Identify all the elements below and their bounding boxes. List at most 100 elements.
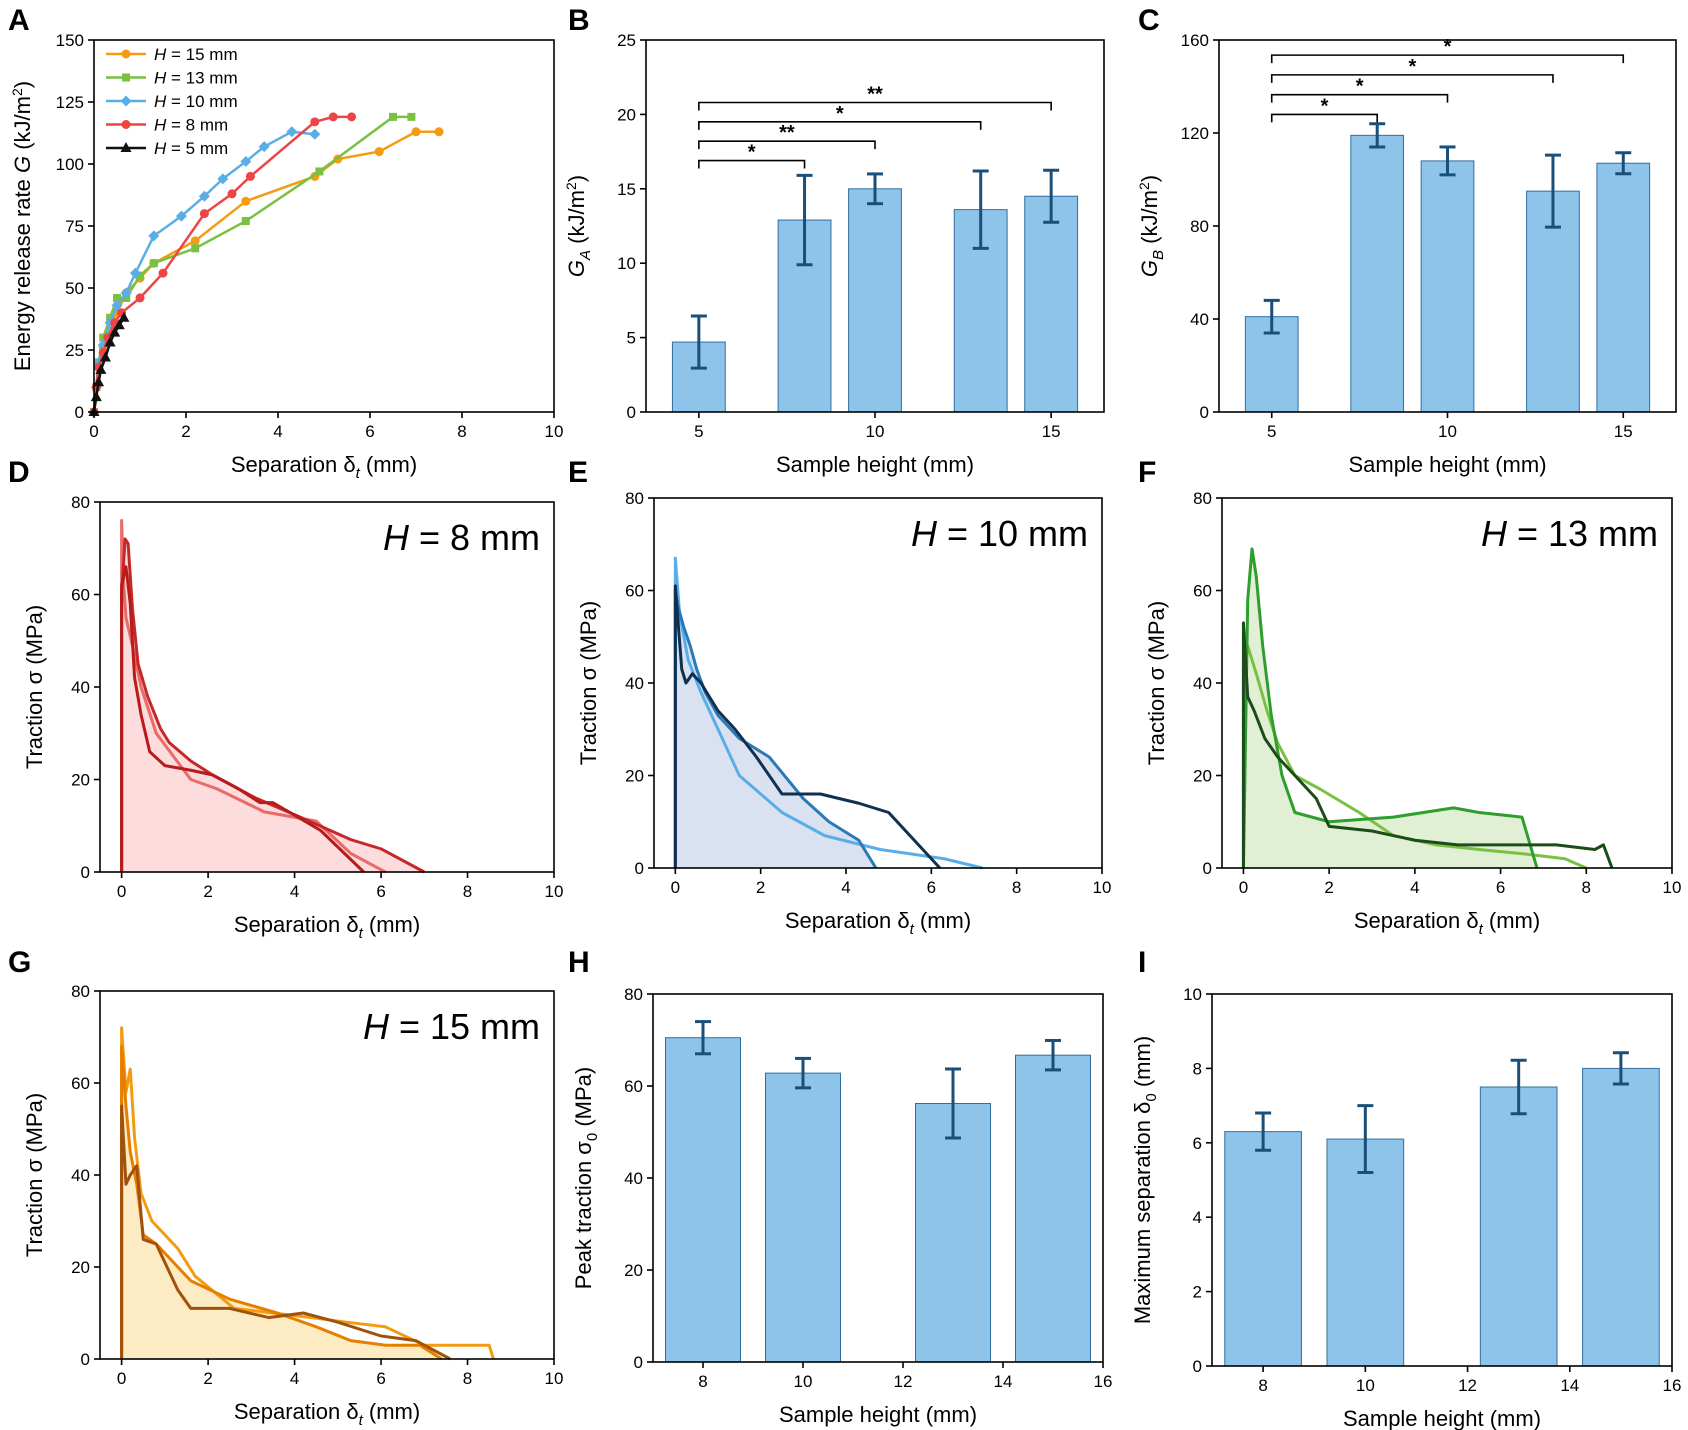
data-point [111, 299, 123, 311]
x-axis-ticks: 8 10 12 14 16 [698, 1362, 1112, 1391]
y-tick-label: 20 [71, 1258, 90, 1277]
bar [848, 188, 902, 413]
y-tick-label: 0 [1193, 1357, 1202, 1376]
x-tick-label: 8 [698, 1372, 707, 1391]
bar-group-3 [1479, 1058, 1558, 1367]
x-axis-ticks: 5 10 15 [694, 412, 1061, 441]
significance-label: * [836, 103, 844, 125]
significance-bracket-2: * [1270, 76, 1449, 103]
bracket-line [698, 140, 876, 150]
data-point [198, 190, 210, 202]
significance-label: ** [779, 122, 795, 144]
panel-letter: E [568, 456, 588, 489]
y-axis-label: GB (kJ/m2) [1136, 175, 1167, 277]
bar-group-2 [765, 1056, 841, 1363]
data-point [113, 319, 125, 330]
bar-group-2 [777, 173, 832, 413]
x-axis-label: Sample height (mm) [779, 1402, 977, 1427]
x-axis-label: Separation δt (mm) [785, 908, 971, 938]
panel-letter: F [1138, 456, 1156, 489]
bar-group-4 [953, 169, 1008, 413]
bar-group-5 [1024, 168, 1079, 413]
data-point [240, 156, 252, 168]
data-point [95, 363, 107, 374]
data-point [190, 236, 200, 246]
data-point [411, 127, 421, 137]
y-tick-label: 20 [624, 1261, 643, 1280]
bar-group-1 [671, 314, 726, 413]
y-tick-label: 40 [1190, 310, 1209, 329]
panel-letter: B [568, 4, 590, 37]
y-axis-ticks: 0 2 4 6 8 10 [1183, 985, 1212, 1376]
x-axis-ticks: 0 2 4 6 8 10 [117, 872, 563, 901]
plot-area: * * * * [1244, 36, 1651, 413]
traction-curve-1 [120, 519, 387, 874]
data-point [109, 326, 121, 337]
legend: H = 15 mm H = 13 mm H = 10 mm H = 8 mm H = 5… [106, 45, 238, 158]
data-point [407, 112, 416, 121]
y-tick-label: 60 [625, 582, 644, 601]
bar-group-1 [1244, 298, 1299, 413]
traction-curve-3 [1241, 621, 1614, 869]
panel-C: C * * * * 5 10 15 0 40 80 120 160 Sample height (mm) G… [1136, 4, 1677, 477]
x-tick-label: 16 [1663, 1376, 1682, 1395]
y-tick-label: 80 [625, 489, 644, 508]
panel-F: F H = 13 mm 0 2 4 6 8 10 0 20 40 60 80 Separation δt … [1138, 456, 1681, 938]
data-point [374, 147, 384, 157]
y-axis-ticks: 0 20 40 60 80 [625, 489, 654, 878]
x-axis-ticks: 8 10 12 14 16 [1258, 1366, 1681, 1395]
y-axis-label: Traction σ (MPa) [576, 601, 601, 765]
x-tick-label: 8 [1582, 878, 1591, 897]
y-tick-label: 0 [634, 1353, 643, 1372]
plot-area [1241, 547, 1614, 870]
y-tick-label: 0 [81, 863, 90, 882]
x-tick-label: 8 [1012, 878, 1021, 897]
plot-area [88, 112, 444, 418]
x-tick-label: 6 [376, 1369, 385, 1388]
significance-bracket-3: * [698, 103, 982, 130]
x-tick-label: 12 [1458, 1376, 1477, 1395]
significance-bracket-4: ** [698, 83, 1052, 111]
legend-item-5: H = 5 mm [106, 139, 228, 158]
y-axis-ticks: 0 20 40 60 80 [624, 985, 653, 1372]
bar-group-3 [1420, 145, 1475, 413]
y-tick-label: 40 [1193, 674, 1212, 693]
bar [1224, 1131, 1302, 1367]
x-axis-label: Sample height (mm) [776, 452, 974, 477]
data-point [118, 311, 130, 322]
traction-curve-2 [120, 1044, 443, 1361]
x-axis-label: Separation δt (mm) [231, 452, 417, 482]
data-point [309, 128, 321, 140]
y-tick-label: 60 [71, 1074, 90, 1093]
data-point [99, 333, 108, 342]
bar-group-3 [848, 172, 902, 413]
data-point [93, 376, 105, 387]
data-point [158, 268, 168, 278]
y-tick-label: 40 [624, 1169, 643, 1188]
y-axis-label: Traction σ (MPa) [1144, 601, 1169, 765]
y-tick-label: 60 [624, 1077, 643, 1096]
traction-curve-3 [673, 584, 941, 870]
axes-frame [1211, 993, 1673, 1367]
x-tick-label: 2 [203, 882, 212, 901]
panel-letter: A [8, 4, 30, 37]
x-tick-label: 5 [694, 422, 703, 441]
legend-label: H = 13 mm [154, 69, 238, 88]
y-tick-label: 6 [1193, 1134, 1202, 1153]
bracket-line [698, 159, 806, 169]
bar-group-3 [915, 1067, 991, 1363]
y-tick-label: 20 [71, 771, 90, 790]
y-tick-label: 0 [1200, 403, 1209, 422]
x-tick-label: 10 [1093, 878, 1112, 897]
data-point [310, 117, 320, 127]
significance-label: * [1356, 76, 1364, 98]
significance-bracket-1: * [698, 142, 806, 169]
bar-group-5 [1596, 151, 1651, 413]
data-point [149, 259, 158, 268]
plot-area [665, 1020, 1091, 1363]
y-tick-label: 160 [1181, 31, 1209, 50]
y-tick-label: 150 [56, 31, 84, 50]
y-tick-label: 100 [56, 155, 84, 174]
y-axis-ticks: 0 20 40 60 80 [1193, 489, 1222, 878]
